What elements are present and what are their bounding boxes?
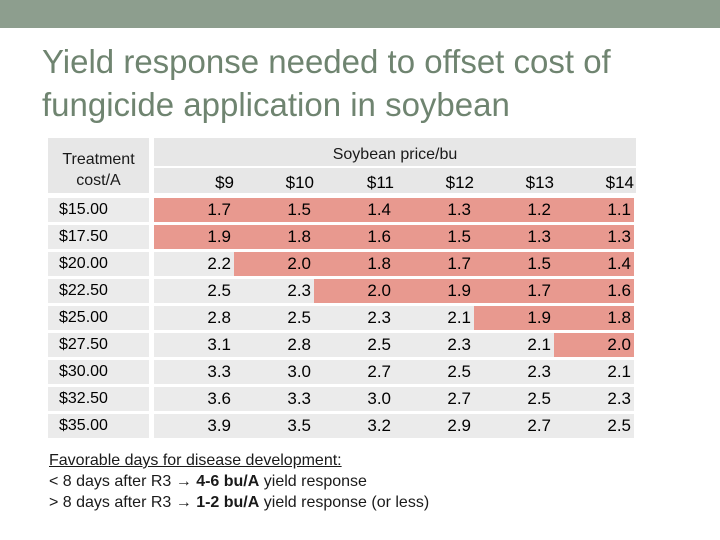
yield-value-cell: 1.6 [554,279,634,303]
price-column-label: $11 [366,173,394,192]
yield-value-cell: 1.7 [474,279,554,303]
yield-value-cell: 2.3 [234,279,314,303]
yield-value-cell: 1.5 [234,198,314,222]
yield-value-cell: 3.3 [234,387,314,411]
price-column-label: $14 [605,173,634,192]
yield-value-cell: 1.9 [154,225,234,249]
price-header: Soybean price/bu [154,138,636,193]
yield-value-cell: 2.7 [314,360,394,384]
treatment-cost-cell: $20.00 [48,252,149,276]
yield-value-cell: 2.0 [234,252,314,276]
price-header-title: Soybean price/bu [332,146,458,163]
yield-value-cell: 1.5 [394,225,474,249]
yield-value-cell: 2.7 [474,414,554,438]
yield-value-cell: 2.3 [314,306,394,330]
yield-value-cell: 1.9 [474,306,554,330]
yield-value-cell: 1.4 [314,198,394,222]
yield-value-cell: 3.6 [154,387,234,411]
yield-value-cell: 1.6 [314,225,394,249]
yield-value-cell: 2.7 [394,387,474,411]
notes-line-2-suffix: yield response (or less) [259,494,430,511]
notes-line-1-suffix: yield response [259,473,367,490]
yield-value-cell: 2.0 [554,333,634,357]
yield-value-cell: 3.0 [234,360,314,384]
yield-value-cell: 1.7 [154,198,234,222]
yield-value-cell: 2.9 [394,414,474,438]
top-bar [0,0,720,28]
arrow-right-icon: → [175,473,192,490]
yield-value-cell: 3.1 [154,333,234,357]
yield-value-cell: 2.5 [554,414,634,438]
yield-value-cell: 1.8 [314,252,394,276]
notes-line-1-bold: 4-6 bu/A [196,473,260,490]
treatment-header-line-2: cost/A [76,172,121,189]
notes: Favorable days for disease development: … [49,450,429,513]
yield-value-cell: 1.4 [554,252,634,276]
yield-value-cell: 2.8 [154,306,234,330]
price-column-label: $10 [285,173,314,192]
yield-value-cell: 2.5 [234,306,314,330]
treatment-cost-header: Treatment cost/A [48,138,149,193]
yield-value-cell: 2.1 [474,333,554,357]
yield-value-cell: 1.8 [234,225,314,249]
yield-value-cell: 1.3 [554,225,634,249]
treatment-cost-cell: $15.00 [48,198,149,222]
price-header-separator [154,166,636,168]
yield-value-cell: 1.2 [474,198,554,222]
yield-value-cell: 2.0 [314,279,394,303]
yield-value-cell: 2.5 [394,360,474,384]
treatment-cost-cell: $25.00 [48,306,149,330]
treatment-cost-cell: $27.50 [48,333,149,357]
yield-value-cell: 3.3 [154,360,234,384]
notes-line-2-prefix: > 8 days after R3 [49,494,176,511]
treatment-cost-cell: $32.50 [48,387,149,411]
slide-title: Yield response needed to offset cost of … [42,43,611,123]
yield-value-cell: 2.8 [234,333,314,357]
yield-value-cell: 2.3 [474,360,554,384]
yield-value-cell: 2.3 [394,333,474,357]
yield-value-cell: 2.3 [554,387,634,411]
treatment-cost-cell: $35.00 [48,414,149,438]
treatment-cost-cell: $22.50 [48,279,149,303]
price-column-label: $9 [215,173,234,192]
yield-value-cell: 3.5 [234,414,314,438]
yield-value-cell: 1.3 [394,198,474,222]
yield-value-cell: 1.5 [474,252,554,276]
yield-value-cell: 2.2 [154,252,234,276]
notes-line-1: < 8 days after R3 → 4-6 bu/A yield respo… [49,471,429,492]
treatment-cost-cell: $30.00 [48,360,149,384]
notes-line-2: > 8 days after R3 → 1-2 bu/A yield respo… [49,492,429,513]
price-column-label: $13 [525,173,554,192]
notes-line-1-prefix: < 8 days after R3 [49,473,176,490]
yield-value-cell: 1.3 [474,225,554,249]
notes-heading: Favorable days for disease development: [49,452,342,469]
price-column-label: $12 [445,173,474,192]
yield-value-cell: 2.1 [394,306,474,330]
yield-value-cell: 1.1 [554,198,634,222]
arrow-right-icon: → [175,494,192,511]
yield-value-cell: 1.8 [554,306,634,330]
treatment-cost-cell: $17.50 [48,225,149,249]
treatment-header-line-1: Treatment [62,151,135,168]
notes-line-2-bold: 1-2 bu/A [196,494,260,511]
yield-value-cell: 2.5 [154,279,234,303]
yield-value-cell: 2.1 [554,360,634,384]
yield-value-cell: 3.0 [314,387,394,411]
yield-value-cell: 2.5 [474,387,554,411]
yield-value-cell: 3.2 [314,414,394,438]
yield-value-cell: 3.9 [154,414,234,438]
yield-value-cell: 1.9 [394,279,474,303]
yield-value-cell: 2.5 [314,333,394,357]
yield-value-cell: 1.7 [394,252,474,276]
